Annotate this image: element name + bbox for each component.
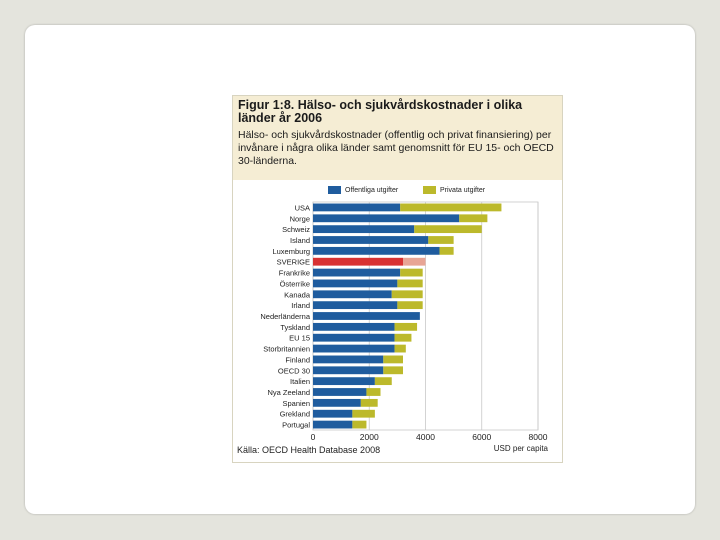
category-label: Tyskland: [280, 323, 310, 332]
x-tick-label: 0: [311, 432, 316, 442]
bar-private: [394, 333, 412, 342]
bar-private: [352, 420, 367, 429]
category-label: OECD 30: [278, 366, 310, 375]
category-label: Norge: [290, 214, 310, 223]
bar-public: [313, 366, 384, 375]
bar-public: [313, 203, 401, 212]
source-note: Källa: OECD Health Database 2008: [237, 445, 381, 455]
bar-public: [313, 236, 429, 244]
bar-private: [439, 246, 454, 255]
x-tick-label: 2000: [360, 432, 379, 442]
bar-public: [313, 409, 353, 418]
bar-public: [313, 355, 384, 364]
bar-public: [313, 388, 367, 396]
bar-public: [313, 225, 415, 234]
legend-swatch-public: [328, 186, 341, 194]
bar-public: [313, 246, 440, 255]
bar-private: [459, 214, 488, 223]
bar-private: [383, 355, 403, 364]
bar-public: [313, 279, 398, 288]
bar-chart: 0 2000 4000 6000 8000 USA Norge Schweiz Island Lu…: [260, 201, 548, 442]
figure-title: Figur 1:8. Hälso- och sjukvårdskostnader…: [238, 98, 523, 125]
figure-header: Figur 1:8. Hälso- och sjukvårdskostnader…: [233, 96, 562, 180]
bar-private: [397, 301, 423, 310]
legend-item-private: Privata utgifter: [423, 186, 485, 196]
category-label: Irland: [291, 301, 310, 310]
bar-private: [374, 377, 392, 386]
category-label: USA: [295, 203, 310, 212]
category-label: Italien: [290, 377, 310, 386]
bar-public: [313, 333, 395, 342]
bar-public: [313, 301, 398, 310]
category-label: Spanien: [282, 399, 310, 408]
x-tick-label: 8000: [529, 432, 548, 442]
bar-private: [391, 290, 423, 299]
bar-public: [313, 290, 392, 299]
bar-private: [352, 409, 375, 418]
bar-private: [397, 279, 423, 288]
category-label: Nya Zeeland: [267, 388, 310, 397]
bar-private: [394, 344, 406, 353]
figure-panel: Figur 1:8. Hälso- och sjukvårdskostnader…: [232, 95, 563, 463]
category-label: Portugal: [282, 421, 310, 430]
category-label: Schweiz: [282, 225, 310, 234]
bar-private: [366, 388, 381, 396]
bar-public: [313, 398, 361, 407]
x-tick-label: 6000: [472, 432, 491, 442]
category-label: Grekland: [280, 410, 310, 419]
category-label: Luxemburg: [272, 247, 310, 256]
category-label: SVERIGE: [277, 258, 310, 267]
category-label: Storbritannien: [263, 345, 310, 354]
category-label: Österrike: [280, 279, 310, 288]
legend-label-public: Offentliga utgifter: [345, 186, 399, 194]
legend-label-private: Privata utgifter: [440, 186, 486, 194]
bar-public: [313, 257, 403, 266]
category-label: Finland: [285, 355, 310, 364]
bar-private: [383, 366, 403, 375]
bar-private: [394, 322, 418, 331]
x-tick-label: 4000: [416, 432, 435, 442]
x-axis-unit-label: USD per capita: [493, 444, 548, 453]
legend-item-public: Offentliga utgifter: [328, 186, 398, 196]
bar-public: [313, 312, 420, 320]
bar-private: [428, 236, 454, 244]
chart-legend: Offentliga utgifter Privata utgifter: [328, 184, 558, 198]
bar-public: [313, 377, 375, 386]
category-label: Kanada: [284, 290, 311, 299]
bar-public: [313, 268, 401, 277]
bar-private: [414, 225, 482, 234]
bar-public: [313, 420, 353, 429]
legend-swatch-private: [423, 186, 436, 194]
bar-public: [313, 344, 395, 353]
category-label: EU 15: [289, 334, 310, 343]
bar-private: [403, 257, 426, 266]
category-label: Island: [290, 236, 310, 245]
bar-public: [313, 322, 395, 331]
bar-public: [313, 214, 460, 223]
category-label: Frankrike: [279, 269, 310, 278]
category-label: Nederländerna: [260, 312, 310, 321]
bar-private: [400, 203, 502, 212]
bar-private: [360, 398, 378, 407]
figure-subtitle: Hälso- och sjukvårdskostnader (offentlig…: [238, 129, 554, 167]
bar-private: [400, 268, 423, 277]
